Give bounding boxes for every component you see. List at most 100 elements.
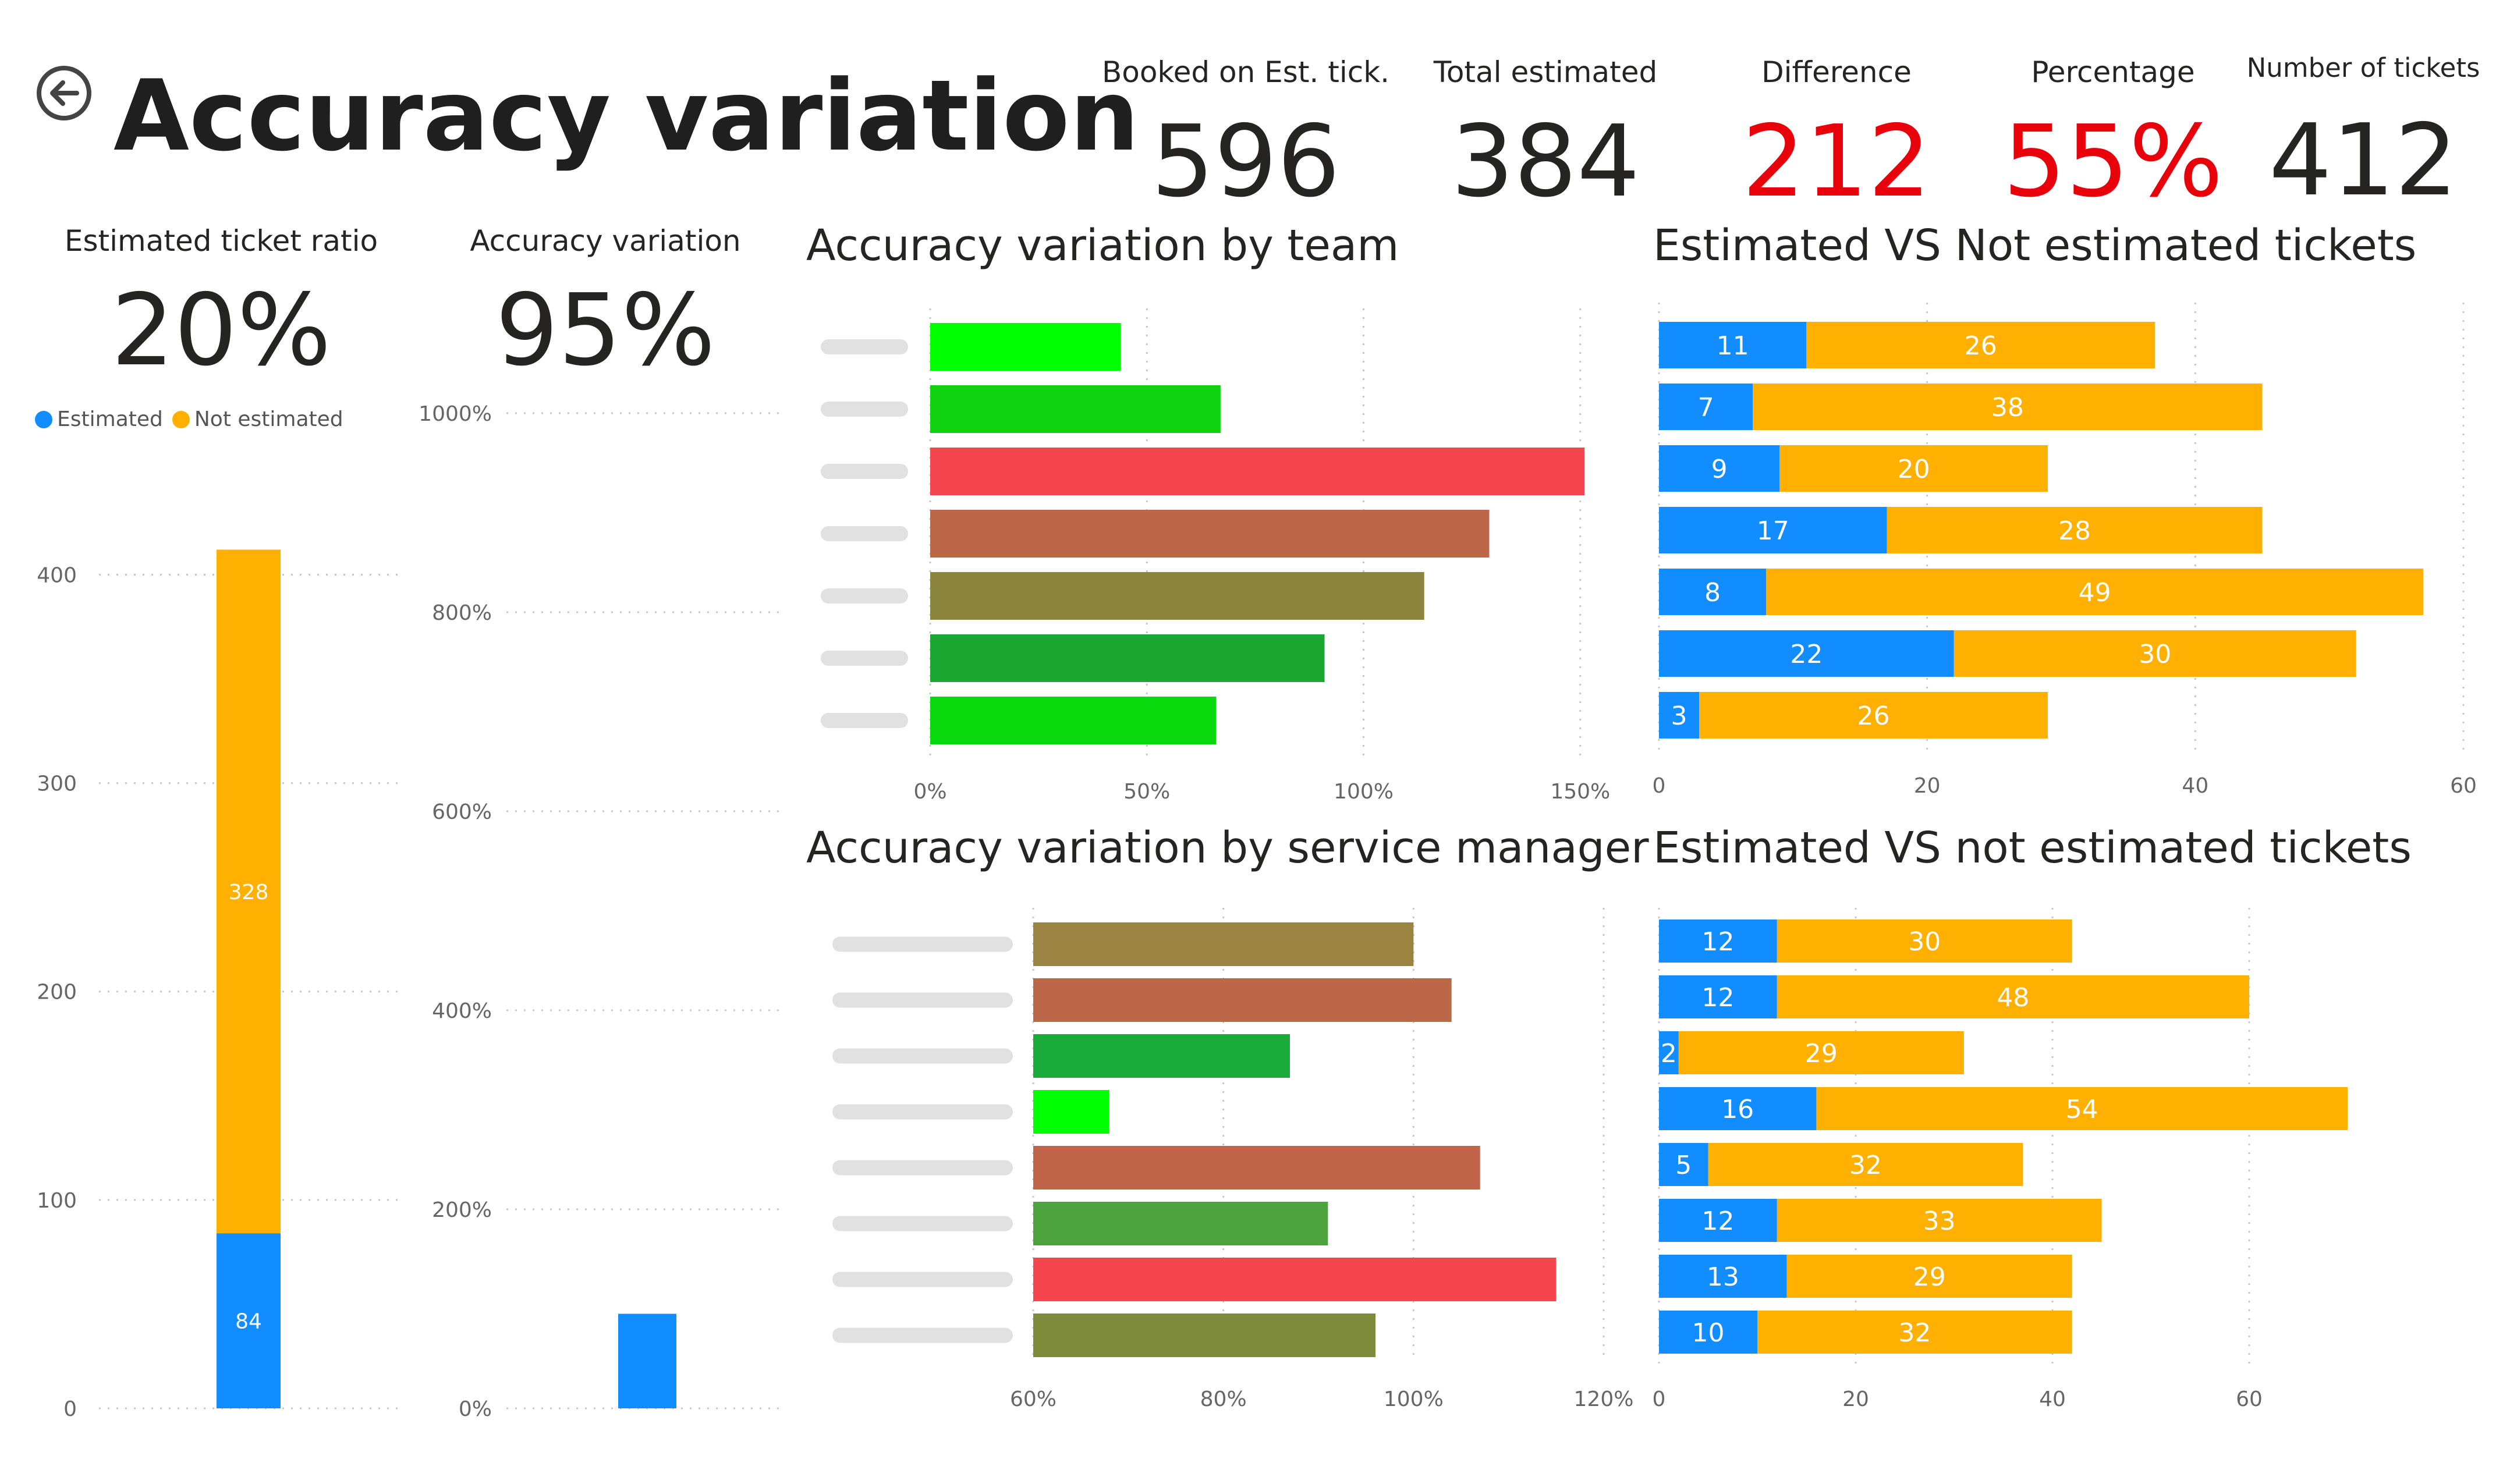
bar-segment xyxy=(1659,1087,1817,1130)
bar xyxy=(1033,1146,1480,1190)
bar xyxy=(1033,1202,1328,1245)
legend-item-estimated[interactable]: Estimated xyxy=(35,407,163,431)
y-tick-label: 0% xyxy=(459,1397,492,1421)
y-tick-label: 0 xyxy=(63,1397,77,1421)
data-label: 8 xyxy=(1704,578,1721,608)
data-label: 29 xyxy=(1805,1039,1838,1068)
bar-segment xyxy=(1659,1255,1787,1298)
bar-segment xyxy=(1659,975,1777,1018)
bar xyxy=(618,1313,676,1408)
kpi-total-estimated-value: 384 xyxy=(1451,104,1640,219)
estimated-team-chart: 0 20 40 60 11 26 7 38 9 20 17 28 8 49 22 30 3 26 xyxy=(1653,303,2477,798)
bar-segment xyxy=(1806,322,2155,368)
chart-title-by-team: Accuracy variation by team xyxy=(806,221,1399,271)
data-label: 10 xyxy=(1692,1318,1725,1348)
category-label-redacted xyxy=(821,339,908,354)
card-accuracy-value: 95% xyxy=(495,273,715,388)
data-label: 3 xyxy=(1671,701,1687,731)
bar xyxy=(930,385,1221,433)
category-label-redacted xyxy=(832,1048,1013,1064)
y-tick-label: 300 xyxy=(37,772,77,796)
data-label: 38 xyxy=(1991,393,2024,423)
back-arrow-icon xyxy=(37,66,91,120)
bar-segment xyxy=(1659,1143,1708,1186)
bar-segment xyxy=(1708,1143,2023,1186)
y-tick-label: 400 xyxy=(37,563,77,587)
bar xyxy=(1033,1034,1290,1078)
data-label: 12 xyxy=(1701,983,1734,1013)
data-label: 49 xyxy=(2079,578,2111,608)
data-label: 9 xyxy=(1711,455,1728,484)
bar-segment xyxy=(1753,384,2263,430)
bar-segment xyxy=(1816,1087,2348,1130)
data-label: 12 xyxy=(1701,927,1734,957)
data-label: 48 xyxy=(1997,983,2029,1013)
bar xyxy=(1033,922,1414,966)
bar-segment xyxy=(1779,445,2048,492)
bar-segment xyxy=(1777,975,2249,1018)
card-ratio-label: Estimated ticket ratio xyxy=(64,224,378,258)
x-tick-label: 100% xyxy=(1334,780,1394,804)
x-tick-label: 100% xyxy=(1384,1387,1444,1411)
data-label: 54 xyxy=(2066,1095,2098,1124)
team-accuracy-chart: 0% 50% 100% 150% xyxy=(821,308,1610,804)
data-label: 28 xyxy=(2058,516,2091,546)
bar-segment xyxy=(1659,1199,1777,1242)
kpi-difference-value: 212 xyxy=(1742,104,1931,219)
y-tick-label: 1000% xyxy=(419,402,492,426)
data-label: 7 xyxy=(1698,393,1714,423)
x-tick-label: 60 xyxy=(2236,1387,2263,1411)
data-label: 22 xyxy=(1790,640,1823,669)
category-label-redacted xyxy=(821,713,908,728)
data-label: 29 xyxy=(1913,1262,1946,1292)
kpi-booked: Booked on Est. tick. 596 xyxy=(1094,55,1397,211)
category-label-redacted xyxy=(832,992,1013,1008)
bar-segment xyxy=(1659,919,1777,963)
bar xyxy=(930,510,1490,558)
bar-segment xyxy=(1659,692,1700,739)
data-label: 84 xyxy=(235,1310,262,1334)
kpi-percentage-label: Percentage xyxy=(2031,55,2195,89)
data-label: 26 xyxy=(1857,701,1890,731)
bar-segment xyxy=(1659,1031,1679,1074)
kpi-total-estimated: Total estimated 384 xyxy=(1403,55,1688,211)
y-tick-label: 800% xyxy=(432,601,492,625)
bar xyxy=(217,549,281,1234)
bar-segment xyxy=(1659,322,1807,368)
bar xyxy=(930,448,1585,495)
legend-item-not-estimated[interactable]: Not estimated xyxy=(172,407,343,431)
x-tick-label: 60% xyxy=(1010,1387,1056,1411)
data-label: 328 xyxy=(229,881,269,904)
data-label: 32 xyxy=(1849,1151,1882,1180)
category-label-redacted xyxy=(821,464,908,479)
bar xyxy=(1033,1258,1557,1301)
kpi-percentage: Percentage 55% xyxy=(1979,55,2247,211)
x-tick-label: 150% xyxy=(1550,780,1610,804)
chart-title-est-vs-not-team: Estimated VS Not estimated tickets xyxy=(1653,221,2417,271)
bar xyxy=(1033,1313,1375,1357)
x-tick-label: 20 xyxy=(1842,1387,1869,1411)
bar-segment xyxy=(1659,384,1753,430)
x-tick-label: 0 xyxy=(1653,774,1666,798)
kpi-percentage-value: 55% xyxy=(2003,104,2223,219)
legend: Estimated Not estimated xyxy=(35,407,353,431)
data-label: 11 xyxy=(1717,331,1749,361)
y-tick-label: 200% xyxy=(432,1198,492,1222)
y-tick-label: 200 xyxy=(37,981,77,1004)
category-label-redacted xyxy=(832,936,1013,952)
data-label: 5 xyxy=(1675,1151,1692,1180)
data-label: 2 xyxy=(1661,1039,1677,1068)
kpi-difference: Difference 212 xyxy=(1700,55,1973,211)
bar-segment xyxy=(1786,1255,2072,1298)
back-button[interactable] xyxy=(35,64,93,122)
kpi-difference-label: Difference xyxy=(1761,55,1912,89)
data-label: 20 xyxy=(1898,455,1930,484)
legend-label-not-estimated: Not estimated xyxy=(194,407,343,431)
bar xyxy=(930,323,1121,371)
data-label: 16 xyxy=(1721,1095,1754,1124)
category-label-redacted xyxy=(821,402,908,417)
category-label-redacted xyxy=(832,1272,1013,1287)
data-label: 30 xyxy=(2139,640,2171,669)
data-label: 13 xyxy=(1707,1262,1739,1292)
bar xyxy=(930,572,1424,620)
